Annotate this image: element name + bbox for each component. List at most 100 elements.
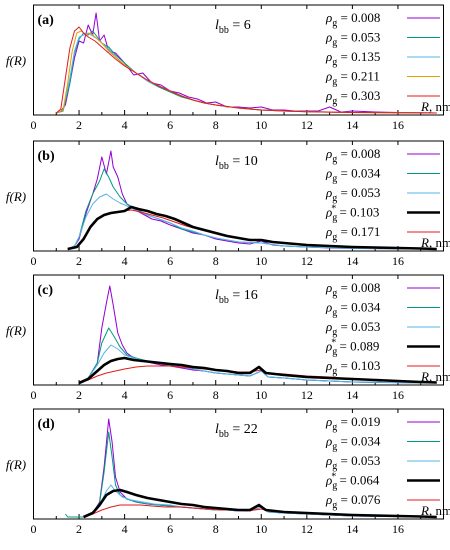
legend-sup: * xyxy=(331,204,336,215)
annotation-base: l xyxy=(215,18,219,33)
legend-value: = 0.008 xyxy=(337,146,380,161)
legend-sub: g xyxy=(332,288,337,299)
x-tick-label: 4 xyxy=(122,254,128,268)
x-axis-unit: , nm xyxy=(429,503,450,518)
x-tick-label: 2 xyxy=(76,522,82,536)
annotation-base: l xyxy=(215,288,219,303)
series-line xyxy=(78,356,437,385)
legend-symbol: ρ xyxy=(325,49,332,64)
series-line xyxy=(83,484,437,518)
x-tick-label: 6 xyxy=(167,522,173,536)
x-tick-label: 12 xyxy=(301,522,313,536)
legend-sub: g xyxy=(332,213,337,224)
x-tick-label: 14 xyxy=(346,388,358,402)
legend-value: = 0.019 xyxy=(337,414,380,429)
legend-sub: g xyxy=(332,77,337,88)
x-tick-label: 14 xyxy=(346,522,358,536)
x-tick-label: 2 xyxy=(76,388,82,402)
legend-symbol: ρ xyxy=(325,205,332,220)
legend-label: ρg = 0.019 xyxy=(325,414,380,433)
x-tick-label: 0 xyxy=(31,522,37,536)
legend-label: ρg = 0.034 xyxy=(325,434,381,453)
legend-label: ρg = 0.008 xyxy=(325,280,380,299)
legend-label: ρg = 0.008 xyxy=(325,146,380,165)
legend-value: = 0.135 xyxy=(337,49,380,64)
x-axis-unit: , nm xyxy=(429,99,450,114)
legend-sub: g xyxy=(332,308,337,319)
x-tick-label: 2 xyxy=(76,254,82,268)
legend-sub: g xyxy=(332,481,337,492)
x-axis-symbol: R xyxy=(420,99,429,114)
x-tick-label: 6 xyxy=(167,388,173,402)
legend-label: ρg = 0.053 xyxy=(325,185,380,204)
panel-label: (b) xyxy=(38,149,55,164)
x-tick-label: 10 xyxy=(255,522,267,536)
x-axis-label: R, nm xyxy=(420,503,450,518)
legend-value: = 0.034 xyxy=(337,166,381,181)
legend-sub: g xyxy=(332,232,337,243)
legend-sub: g xyxy=(332,347,337,358)
series-line xyxy=(67,193,437,250)
legend-symbol: ρ xyxy=(325,166,332,181)
series-line xyxy=(78,344,437,384)
x-tick-label: 10 xyxy=(255,388,267,402)
x-tick-label: 12 xyxy=(301,118,313,132)
legend-value: = 0.053 xyxy=(337,185,380,200)
annotation-value: = 6 xyxy=(229,18,251,33)
legend-sup: * xyxy=(331,338,336,349)
x-tick-label: 8 xyxy=(213,254,219,268)
legend-label: ρg = 0.211 xyxy=(325,69,380,88)
legend-symbol: ρ xyxy=(325,492,332,507)
series-line xyxy=(65,431,437,518)
legend-label: ρg* = 0.064 xyxy=(325,472,380,492)
legend-sub: g xyxy=(332,327,337,338)
legend-symbol: ρ xyxy=(325,414,332,429)
y-axis-label: f(R) xyxy=(6,457,26,472)
legend-symbol: ρ xyxy=(325,185,332,200)
legend-label: ρg = 0.008 xyxy=(325,10,380,29)
x-tick-label: 6 xyxy=(167,254,173,268)
x-tick-label: 0 xyxy=(31,118,37,132)
legend-label: ρg = 0.053 xyxy=(325,30,380,49)
x-tick-label: 16 xyxy=(392,522,404,536)
x-tick-label: 2 xyxy=(76,118,82,132)
x-tick-label: 8 xyxy=(213,388,219,402)
legend-value: = 0.034 xyxy=(337,300,381,315)
legend-symbol: ρ xyxy=(325,88,332,103)
x-axis-label: R, nm xyxy=(420,99,450,114)
x-axis-symbol: R xyxy=(420,369,429,384)
legend-symbol: ρ xyxy=(325,146,332,161)
annotation-value: = 16 xyxy=(229,288,258,303)
x-tick-label: 8 xyxy=(213,118,219,132)
legend-value: = 0.171 xyxy=(337,224,380,239)
y-axis-label: f(R) xyxy=(6,53,26,68)
legend-symbol: ρ xyxy=(325,453,332,468)
x-tick-label: 4 xyxy=(122,522,128,536)
legend-label: ρg = 0.103 xyxy=(325,358,380,377)
panel-annotation: lbb = 22 xyxy=(215,422,258,440)
legend-symbol: ρ xyxy=(325,30,332,45)
annotation-value: = 22 xyxy=(229,422,258,437)
series-line xyxy=(83,488,437,519)
legend-sub: g xyxy=(332,154,337,165)
annotation-sub: bb xyxy=(219,295,229,306)
x-tick-label: 10 xyxy=(255,254,267,268)
annotation-value: = 10 xyxy=(229,154,258,169)
x-tick-label: 12 xyxy=(301,388,313,402)
panel-label: (a) xyxy=(38,13,55,28)
legend-sub: g xyxy=(332,422,337,433)
series-line xyxy=(78,327,437,384)
x-tick-label: 14 xyxy=(346,254,358,268)
legend-symbol: ρ xyxy=(325,434,332,449)
x-axis-unit: , nm xyxy=(429,369,450,384)
legend-value: = 0.053 xyxy=(337,30,380,45)
x-axis-symbol: R xyxy=(420,235,429,250)
legend-label: ρg = 0.076 xyxy=(325,492,381,511)
legend-sup: * xyxy=(331,472,336,483)
legend-value: = 0.053 xyxy=(337,453,380,468)
legend-label: ρg = 0.053 xyxy=(325,453,380,472)
